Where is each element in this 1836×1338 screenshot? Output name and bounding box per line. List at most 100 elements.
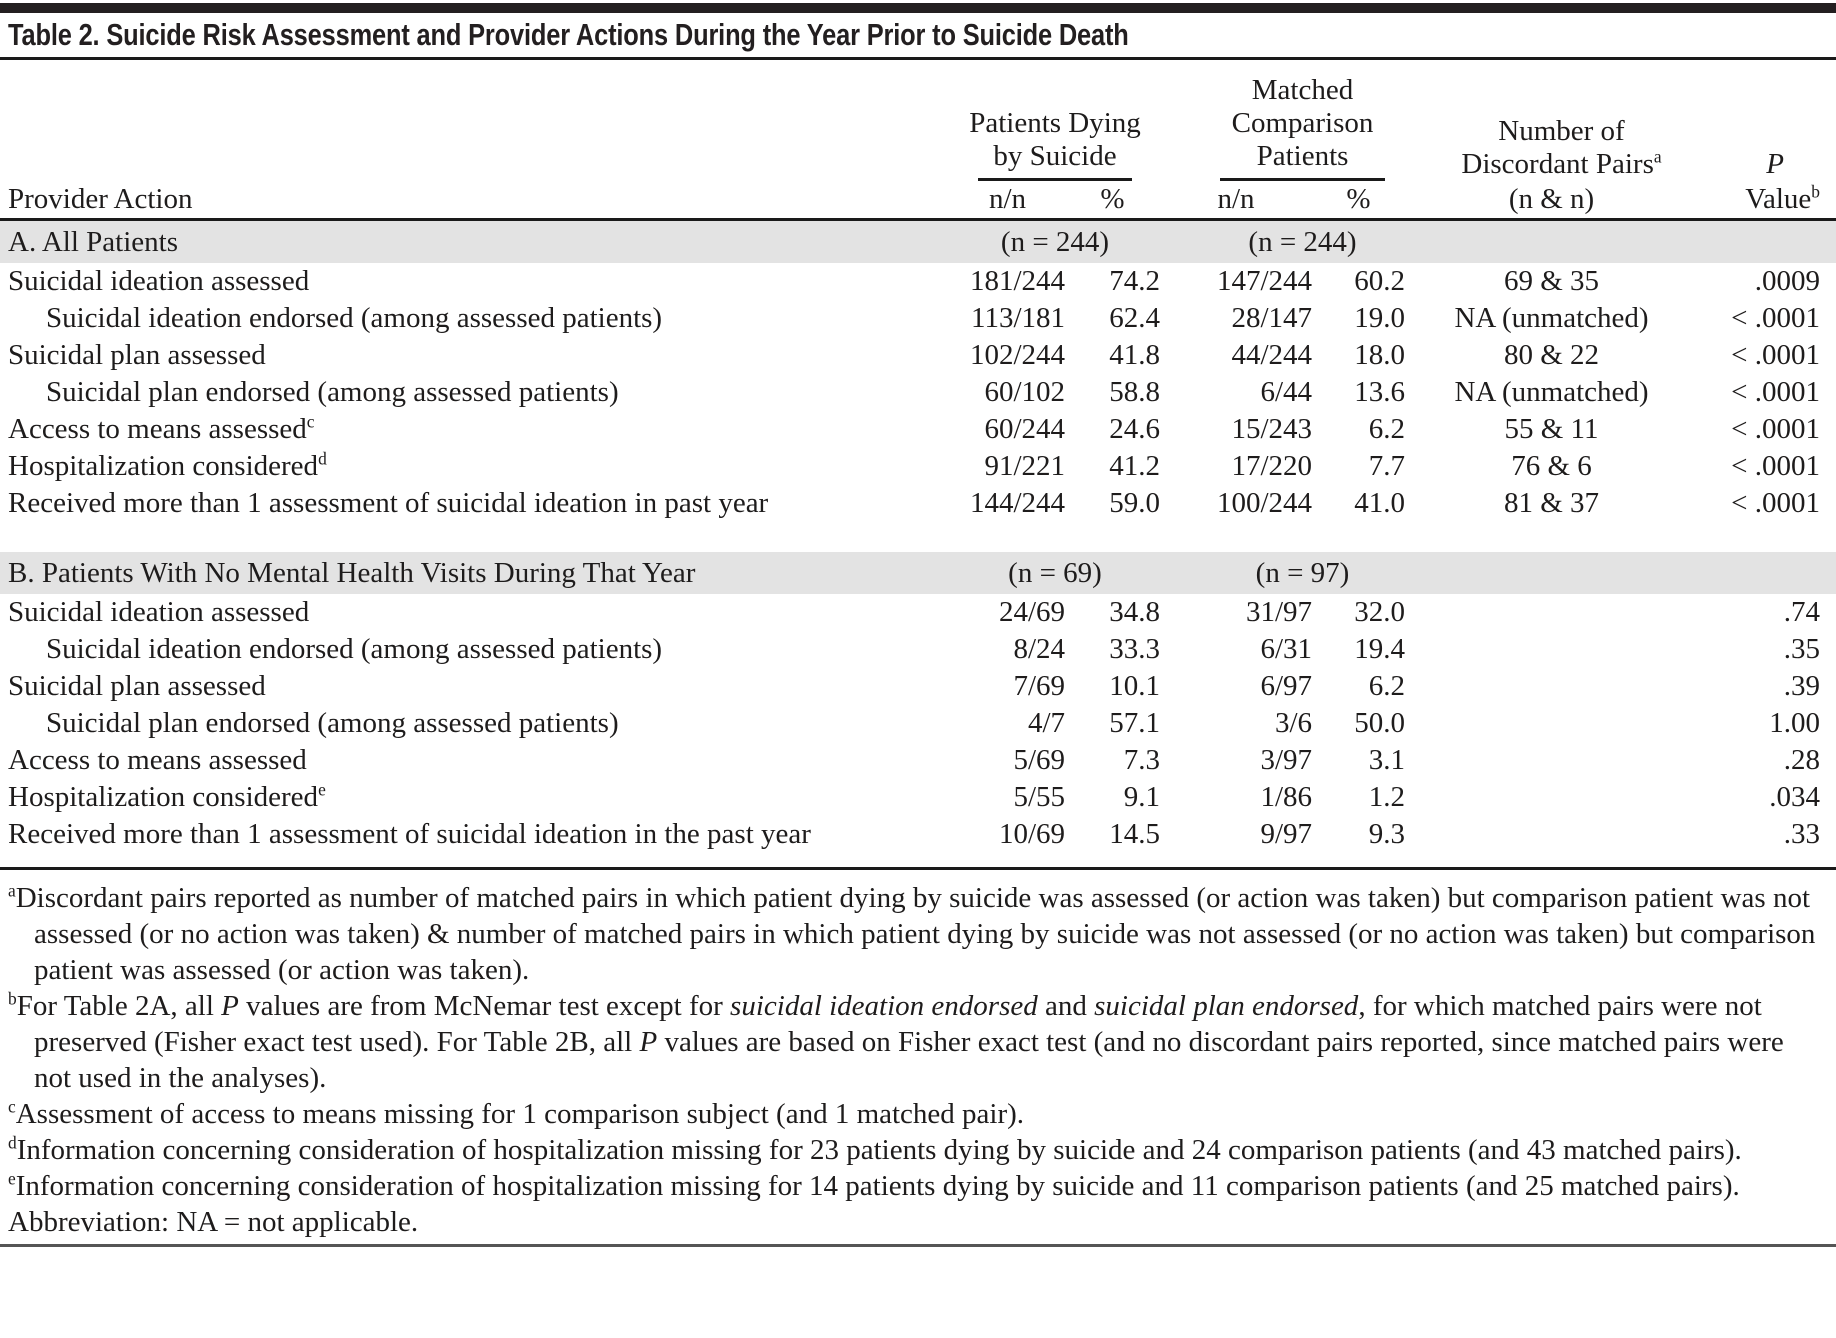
pct-suicide-cell: 24.6 [1109,413,1160,445]
provider-action-cell: Received more than 1 assessment of suici… [8,818,811,850]
group-header-line: Discordant Pairsa [1461,146,1662,180]
nn-comparison-cell: 6/31 [1260,633,1312,665]
table-row: Received more than 1 assessment of suici… [0,816,1836,853]
table-row: Suicidal plan endorsed (among assessed p… [0,374,1836,411]
nn-suicide-cell: 181/244 [969,265,1065,297]
nn-suicide-cell: 4/7 [1027,707,1065,739]
pct-comparison-cell: 19.4 [1354,633,1405,665]
p-value-cell: < .0001 [1731,302,1820,334]
table-header: Provider Action Patients Dying by Suicide… [0,60,1836,221]
footnote-marker: d [8,1132,17,1153]
nn-suicide-cell: 102/244 [969,339,1065,371]
group-header-line: Comparison [1231,107,1374,139]
matched-comparison-group-lines: Matched Comparison Patients [1200,74,1405,173]
patients-dying-group-lines: Patients Dying by Suicide [950,107,1160,173]
pct-comparison-cell: 6.2 [1368,670,1405,702]
provider-action-cell: Received more than 1 assessment of suici… [8,487,769,519]
discordant-pairs-group-header: Number of Discordant Pairsa [1405,60,1698,181]
table-row: Suicidal ideation endorsed (among assess… [0,631,1836,668]
table-end-padding-row [0,853,1836,869]
discordant-pairs-cell: 69 & 35 [1503,265,1600,297]
section-empty-p-cell [1698,552,1836,594]
nn-comparison-cell: 44/244 [1231,339,1312,371]
pct-comparison-cell: 9.3 [1368,818,1405,850]
group-header-line: Matched [1251,74,1354,106]
table-row: Suicidal plan assessed 7/69 10.1 6/97 6.2 .39 [0,668,1836,705]
footnote-text: Information concerning consideration of … [15,1170,1740,1202]
abbreviation-note: Abbreviation: NA = not applicable. [8,1204,1822,1240]
patients-dying-group-header: Patients Dying by Suicide [950,60,1160,181]
nn-suicide-cell: 144/244 [969,487,1065,519]
pct-comparison-cell: 41.0 [1354,487,1405,519]
pairs-subheader: (n & n) [1405,181,1698,221]
pct-comparison-cell: 19.0 [1354,302,1405,334]
pct-comparison-cell: 3.1 [1368,744,1405,776]
table-row: Received more than 1 assessment of suici… [0,485,1836,522]
p-value-cell: .39 [1783,670,1820,702]
discordant-pairs-group-lines: Number of Discordant Pairsa [1425,115,1698,181]
value-subheader-sup: b [1811,181,1820,202]
section-spacer-cell [0,522,1836,552]
p-header: P [1698,60,1836,181]
title-rule [0,57,1836,60]
section-empty-p-cell [1698,219,1836,263]
provider-action-cell: Suicidal plan assessed [8,670,266,702]
pct-suicide-cell: 41.2 [1109,450,1160,482]
provider-action-cell: Suicidal ideation endorsed (among assess… [46,633,663,665]
p-value-cell: < .0001 [1731,487,1820,519]
nn-suicide-cell: 60/244 [984,413,1065,445]
p-value-cell: .28 [1783,744,1820,776]
footnote-marker: e [8,1168,16,1189]
footnote-e: eInformation concerning consideration of… [8,1168,1822,1204]
nn-suicide-cell: 5/69 [1013,744,1065,776]
pct-suicide-cell: 34.8 [1109,596,1160,628]
nn-suicide-cell: 10/69 [998,818,1065,850]
footnote-text: Information concerning consideration of … [16,1134,1742,1166]
table-row: Suicidal plan assessed 102/244 41.8 44/244 1… [0,337,1836,374]
footnote-text: Abbreviation: NA = not applicable. [8,1206,419,1238]
pct-comparison-cell: 13.6 [1354,376,1405,408]
matched-comparison-underline [1220,178,1385,181]
discordant-pairs-cell: 55 & 11 [1504,413,1599,445]
provider-action-cell: Suicidal plan endorsed (among assessed p… [46,376,619,408]
pct-comparison-cell: 1.2 [1368,781,1405,813]
data-table: Provider Action Patients Dying by Suicide… [0,60,1836,870]
footnote-text: P [221,990,239,1022]
table-row: Hospitalization considerede 5/55 9.1 1/86 1.… [0,779,1836,816]
nn-comparison-cell: 147/244 [1216,265,1312,297]
provider-action-cell: Hospitalization considerede [8,779,326,813]
nn-subheader-suicide: n/n [950,181,1065,221]
p-value-cell: < .0001 [1731,450,1820,482]
footnote-text: Discordant pairs reported as number of m… [15,882,1816,986]
table-row: Hospitalization consideredd 91/221 41.2 17/… [0,448,1836,485]
sub-header-row: n/n % n/n % (n & n) Valueb [0,181,1836,221]
table-row: Suicidal ideation endorsed (among assess… [0,300,1836,337]
provider-action-cell: Suicidal plan endorsed (among assessed p… [46,707,619,739]
discordant-pairs-cell [1405,816,1698,853]
group-header-line: Patients Dying [969,107,1141,139]
section-label: A. All Patients [0,219,950,263]
footnote-text: For Table 2A, all [16,990,222,1022]
footnote-d: dInformation concerning consideration of… [8,1132,1822,1168]
p-value-cell: < .0001 [1731,413,1820,445]
discordant-pairs-cell: NA (unmatched) [1454,376,1649,408]
discordant-pairs-cell [1405,594,1698,631]
provider-action-header: Provider Action [0,60,950,221]
nn-comparison-cell: 17/220 [1231,450,1312,482]
table-row: Access to means assessedc 60/244 24.6 15/24… [0,411,1836,448]
pct-comparison-cell: 6.2 [1368,413,1405,445]
section-n-suicide: (n = 69) [950,552,1160,594]
discordant-pairs-cell [1405,779,1698,816]
provider-action-cell: Suicidal ideation assessed [8,265,310,297]
journal-table-page: Table 2. Suicide Risk Assessment and Pro… [0,3,1836,1247]
footnote-text: values are based on Fisher exact test (a… [34,1026,1784,1094]
discordant-pairs-cell [1405,705,1698,742]
pct-comparison-cell: 18.0 [1354,339,1405,371]
nn-comparison-cell: 6/97 [1260,670,1312,702]
footnote-a: aDiscordant pairs reported as number of … [8,880,1822,988]
pct-suicide-cell: 62.4 [1109,302,1160,334]
footnote-text: , for which matched pairs were not prese… [34,990,1762,1058]
table-title-text: Table 2. Suicide Risk Assessment and Pro… [8,17,1129,52]
pct-suicide-cell: 59.0 [1109,487,1160,519]
discordant-pairs-cell [1405,631,1698,668]
